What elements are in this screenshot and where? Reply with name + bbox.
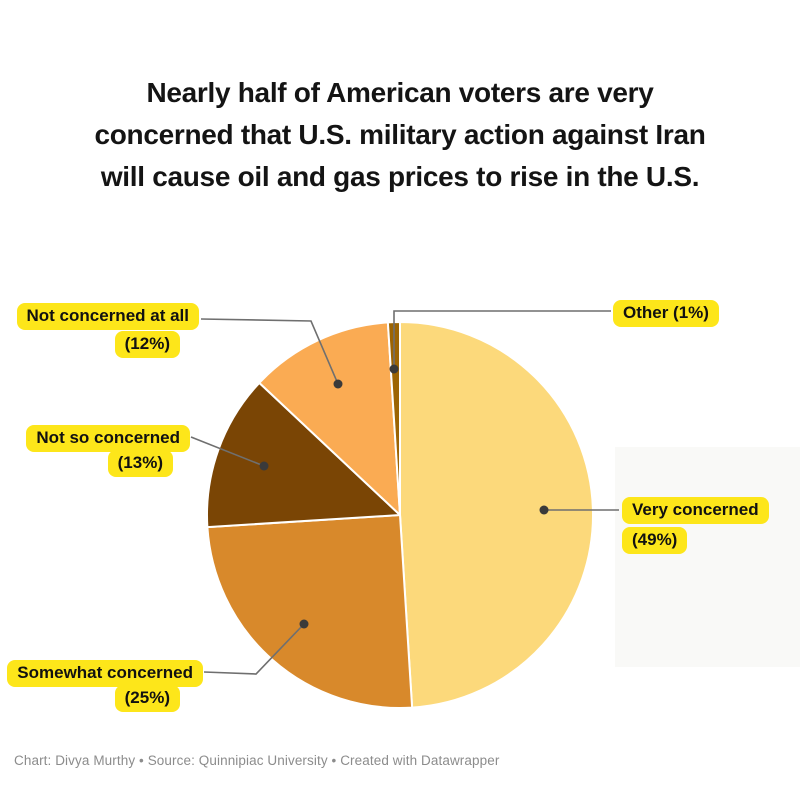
callout-label-other: Other (1%) xyxy=(613,300,719,327)
pie-slice-very-concerned[interactable] xyxy=(399,321,594,709)
leader-lines xyxy=(190,310,619,675)
leader-dot-not-so-concerned xyxy=(259,461,269,471)
chart-credit: Chart: Divya Murthy • Source: Quinnipiac… xyxy=(14,753,500,768)
leader-dot-other xyxy=(389,364,399,374)
leader-dots xyxy=(259,364,549,629)
callout-label-not-concerned-at-all: Not concerned at all xyxy=(16,303,199,330)
callout-label-very-concerned: Very concerned xyxy=(622,497,769,524)
callout-pct-very-concerned: (49%) xyxy=(622,527,688,554)
pie-slice-not-concerned-at-all[interactable] xyxy=(258,321,401,516)
leader-line-not-so-concerned xyxy=(190,436,265,467)
callout-pct-not-so-concerned: (13%) xyxy=(107,450,173,477)
chart-title-line-2: concerned that U.S. military action agai… xyxy=(94,119,706,150)
callout-label-not-so-concerned: Not so concerned xyxy=(26,425,190,452)
label-background-panel xyxy=(615,447,800,667)
chart-title-line-3: will cause oil and gas prices to rise in… xyxy=(100,161,700,192)
chart-title: Nearly half of American voters are very … xyxy=(0,72,800,198)
leader-line-somewhat-concerned xyxy=(203,623,305,675)
leader-line-other xyxy=(393,310,611,369)
chart-title-line-1: Nearly half of American voters are very xyxy=(146,77,654,108)
callout-pct-not-concerned-at-all: (12%) xyxy=(114,331,180,358)
leader-dot-very-concerned xyxy=(539,505,549,515)
leader-dot-somewhat-concerned xyxy=(299,619,309,629)
pie-slice-not-so-concerned[interactable] xyxy=(206,381,401,529)
pie-slices xyxy=(206,320,594,709)
leader-line-not-concerned-at-all xyxy=(200,318,339,385)
pie-slice-somewhat-concerned[interactable] xyxy=(206,514,414,709)
callout-label-somewhat-concerned: Somewhat concerned xyxy=(7,660,203,687)
callout-pct-somewhat-concerned: (25%) xyxy=(114,685,180,712)
leader-dot-not-concerned-at-all xyxy=(333,379,343,389)
